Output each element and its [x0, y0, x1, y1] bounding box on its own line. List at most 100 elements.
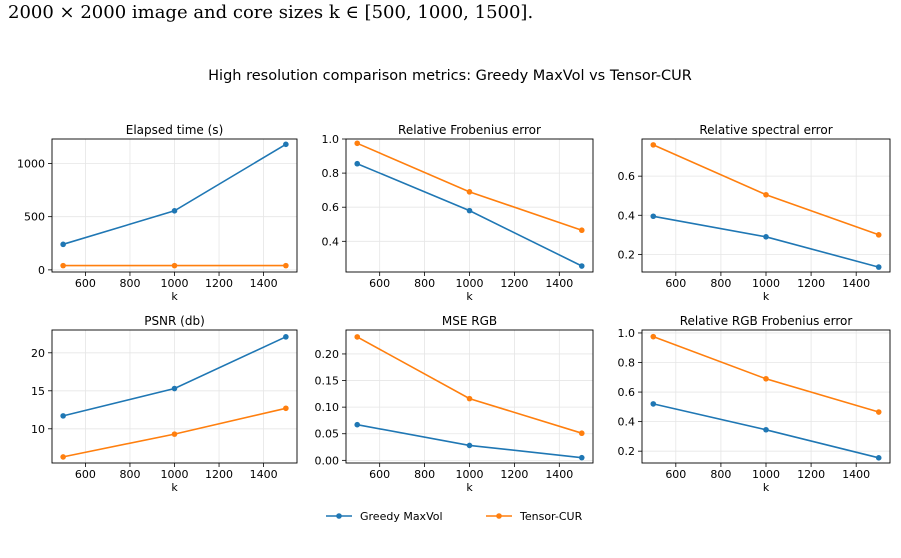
x-tick-label: 600 [369, 468, 390, 481]
subplot-title: PSNR (db) [144, 314, 205, 328]
data-point-greedy [466, 207, 473, 214]
x-tick-label: 800 [414, 468, 435, 481]
data-point-tensor [171, 262, 178, 269]
y-tick-label: 0.8 [322, 167, 340, 180]
x-tick-label: 1000 [456, 468, 484, 481]
subplot-title: Elapsed time (s) [126, 123, 224, 137]
data-point-tensor [354, 140, 361, 147]
subplot-6: 600 800 1000 1200 1400 0.2 0.4 0.6 0.8 1.0 Relativ… [618, 314, 891, 494]
subplot-4: 600 800 1000 1200 1400 10 15 20 PSNR (db) k [31, 314, 298, 494]
subplot-2: 600 800 1000 1200 1400 0.4 0.6 0.8 1.0 Relative F… [322, 123, 594, 303]
subplot-title: Relative spectral error [699, 123, 832, 137]
y-tick-label: 1000 [17, 157, 45, 170]
y-tick-label: 20 [31, 347, 45, 360]
x-tick-label: 600 [369, 277, 390, 290]
legend-label: Greedy MaxVol [360, 510, 443, 523]
x-tick-label: 1000 [161, 468, 189, 481]
subplot-title: Relative RGB Frobenius error [680, 314, 853, 328]
data-point-tensor [171, 431, 178, 437]
x-tick-label: 1200 [205, 277, 233, 290]
x-axis-label: k [763, 290, 770, 303]
x-tick-label: 1200 [500, 468, 528, 481]
x-tick-label: 600 [75, 468, 96, 481]
y-tick-label: 0.6 [618, 386, 636, 399]
x-tick-label: 1400 [545, 277, 573, 290]
data-point-tensor [466, 395, 473, 402]
x-tick-label: 1000 [752, 277, 780, 290]
x-axis-label: k [763, 481, 770, 494]
data-point-greedy [466, 442, 473, 449]
y-tick-label: 0.8 [618, 357, 636, 370]
data-point-greedy [650, 401, 657, 407]
y-tick-label: 0.6 [322, 201, 340, 214]
y-tick-label: 0.2 [618, 445, 636, 458]
x-tick-label: 1400 [842, 277, 870, 290]
y-tick-label: 0.00 [315, 454, 340, 467]
y-tick-label: 0.10 [315, 401, 340, 414]
data-point-greedy [875, 264, 882, 270]
x-tick-label: 1400 [250, 277, 278, 290]
legend: Greedy MaxVol Tensor-CUR [326, 510, 583, 523]
y-tick-label: 15 [31, 385, 45, 398]
y-tick-label: 0.4 [618, 416, 636, 429]
subplot-grid: 600 800 1000 1200 1400 0 500 1000 Elapsed time (… [17, 123, 891, 494]
subplot-5: 600 800 1000 1200 1400 0.00 0.05 0.10 0.15 0.20 MS… [315, 314, 594, 494]
x-tick-label: 1200 [205, 468, 233, 481]
data-point-tensor [875, 232, 882, 238]
data-point-tensor [354, 334, 361, 340]
data-point-tensor [875, 409, 882, 415]
data-point-greedy [171, 208, 178, 214]
x-axis-label: k [466, 290, 473, 303]
data-point-tensor [763, 375, 769, 382]
y-tick-label: 10 [31, 423, 45, 436]
data-point-tensor [60, 262, 66, 269]
subplot-title: Relative Frobenius error [398, 123, 541, 137]
y-tick-label: 0.4 [618, 209, 636, 222]
data-point-tensor [283, 262, 289, 269]
data-point-tensor [650, 333, 657, 340]
data-point-tensor [60, 454, 66, 460]
y-tick-label: 0.15 [315, 375, 340, 388]
x-tick-label: 1000 [456, 277, 484, 290]
data-point-greedy [283, 334, 289, 340]
x-tick-label: 800 [710, 468, 731, 481]
data-point-greedy [354, 421, 361, 428]
data-point-tensor [650, 142, 657, 148]
legend-marker [336, 513, 342, 519]
data-point-tensor [578, 227, 585, 234]
data-point-tensor [283, 405, 289, 412]
data-point-greedy [171, 385, 178, 392]
legend-item-greedy: Greedy MaxVol [326, 510, 443, 523]
data-point-greedy [763, 233, 769, 240]
y-tick-label: 0.4 [322, 235, 340, 248]
data-point-tensor [578, 430, 585, 437]
x-tick-label: 800 [710, 277, 731, 290]
subplot-title: MSE RGB [442, 314, 497, 328]
data-point-greedy [60, 413, 66, 419]
data-point-greedy [354, 160, 361, 167]
x-tick-label: 800 [119, 468, 140, 481]
y-tick-label: 0.2 [618, 248, 636, 261]
y-tick-label: 500 [24, 211, 45, 224]
legend-marker [496, 513, 502, 519]
data-point-greedy [60, 241, 66, 248]
data-point-greedy [578, 454, 585, 461]
x-tick-label: 1000 [161, 277, 189, 290]
figure-suptitle: High resolution comparison metrics: Gree… [208, 68, 692, 84]
subplot-1: 600 800 1000 1200 1400 0 500 1000 Elapsed time (… [17, 123, 298, 303]
data-point-greedy [650, 213, 657, 220]
data-point-tensor [763, 191, 769, 198]
x-axis-label: k [171, 481, 178, 494]
x-axis-label: k [171, 290, 178, 303]
x-tick-label: 1400 [842, 468, 870, 481]
x-axis-label: k [466, 481, 473, 494]
x-tick-label: 800 [119, 277, 140, 290]
legend-label: Tensor-CUR [519, 510, 583, 523]
x-tick-label: 600 [665, 468, 686, 481]
data-point-greedy [578, 263, 585, 269]
y-tick-label: 0.05 [315, 428, 340, 441]
data-point-greedy [763, 426, 769, 433]
data-point-greedy [283, 141, 289, 148]
data-point-tensor [466, 189, 473, 195]
